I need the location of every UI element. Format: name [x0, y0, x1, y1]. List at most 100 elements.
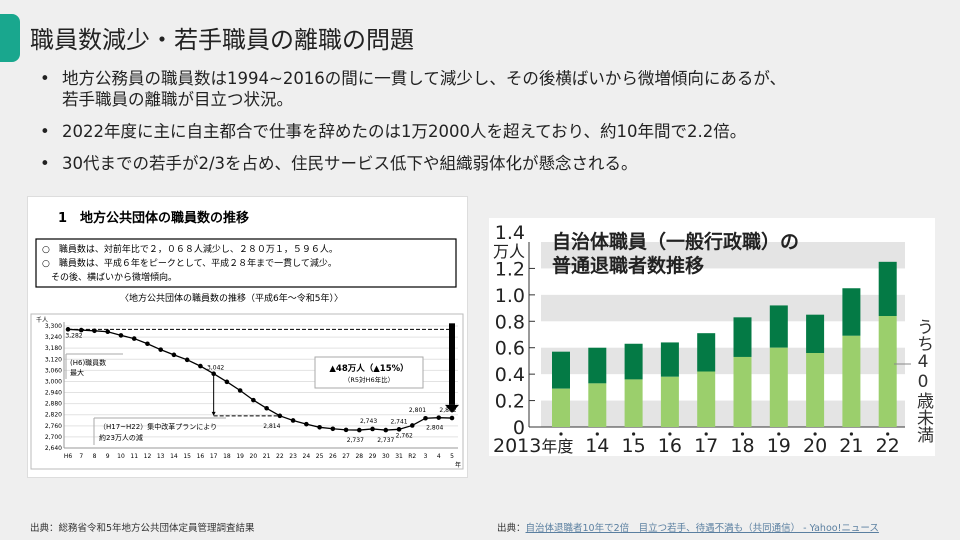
source-left: 出典：総務省令和5年地方公共団体定員管理調査結果: [30, 523, 255, 534]
x-tick-label: 4: [437, 453, 441, 460]
y-tick-label: 2,880: [45, 401, 62, 408]
data-point: [317, 424, 322, 430]
data-point: [198, 363, 203, 369]
x-tick-label: 10: [117, 453, 125, 460]
bar-under-40-segment: [624, 379, 643, 427]
data-point: [184, 357, 190, 363]
x-tick-label: 18: [223, 453, 231, 460]
y-tick-label: 3,180: [45, 345, 62, 352]
title-accent-bar: [0, 14, 20, 62]
x-tick-label: 2013年度: [493, 435, 573, 456]
x-tick-dot: [559, 432, 563, 436]
data-point: [131, 336, 137, 341]
chart-frame: [30, 313, 464, 470]
data-point: [118, 333, 124, 338]
x-tick-label: 24: [303, 453, 311, 460]
x-tick-dot: [849, 432, 853, 436]
reform-annotation-line: （H17~H22）集中改革プランにより: [99, 422, 217, 431]
bar-total-segment: [697, 333, 716, 372]
bullet-text: 地方公務員の職員数は1994~2016の間に一貫して減少し、その後横ばいから微増…: [62, 69, 786, 88]
x-tick-label: 26: [329, 453, 337, 460]
source-right: 出典：自治体退職者10年で2倍 目立つ若手、待遇不満も（共同通信） - Yaho…: [497, 520, 879, 534]
total-decrease-text: ▲48万人（▲15%）: [329, 363, 408, 374]
x-tick-label: 19: [236, 453, 244, 460]
x-tick-label: 3: [424, 453, 428, 460]
y-tick-label: 1.0: [495, 285, 525, 307]
source-link[interactable]: 自治体退職者10年で2倍 目立つ若手、待遇不満も（共同通信） - Yahoo!ニ…: [525, 523, 879, 534]
x-tick-label: 20: [803, 435, 827, 456]
chart-caption: 〈地方公共団体の職員数の推移（平成6年～令和5年）〉: [120, 292, 343, 304]
x-tick-label: 27: [342, 453, 350, 460]
peak-annotation-line: (H6)職員数: [70, 358, 106, 367]
total-decrease-annotation: ▲48万人（▲15%） （R5対H6年比）: [314, 356, 424, 389]
data-point: [237, 388, 243, 393]
y-tick-label: 2,640: [45, 445, 62, 452]
x-tick-label: H6: [64, 453, 73, 460]
bar-total-segment: [552, 351, 570, 389]
x-tick-label: 5: [450, 453, 454, 460]
summary-line: ○ 職員数は、対前年比で２，０６８人減少し、２８０万１，５９６人。: [42, 243, 338, 255]
bullet-item: 2022年度に主に自主都合で仕事を辞めたのは1万2000人を超えており、約10年…: [38, 121, 786, 142]
bullet-item: 地方公務員の職員数は1994~2016の間に一貫して減少し、その後横ばいから微増…: [38, 68, 786, 89]
x-tick-label: 21: [263, 453, 271, 460]
y-unit: 万人: [493, 242, 525, 261]
reform-annotation: （H17~H22）集中改革プランにより 約23万人の減: [93, 417, 226, 445]
bullet-text: 若手職員の離職が目立つ状況。: [62, 90, 293, 109]
y-tick-label: 3,300: [45, 323, 62, 330]
data-point: [290, 418, 296, 423]
x-tick-label: 17: [694, 435, 718, 456]
y-top-tick: 1.4: [495, 222, 525, 244]
x-tick-label: 31: [395, 453, 403, 460]
x-tick-dot: [595, 432, 599, 436]
summary-line: その後、横ばいから微増傾向。: [42, 271, 177, 283]
x-tick-label: 7: [79, 453, 83, 460]
y-unit: 千人: [36, 316, 48, 324]
x-tick-label: 15: [622, 435, 646, 456]
bar-total-segment: [588, 347, 607, 384]
x-tick-label: 14: [585, 435, 609, 456]
x-tick-label: 19: [767, 435, 791, 456]
data-label: 2,762: [396, 432, 413, 439]
bar-under-40-segment: [552, 388, 570, 427]
x-tick-dot: [704, 432, 708, 436]
y-tick-label: 0.4: [495, 364, 525, 386]
bar-under-40-segment: [806, 353, 825, 427]
data-point: [330, 426, 336, 432]
grid-band: [541, 242, 905, 269]
bar-total-segment: [878, 261, 897, 316]
data-label: 2,804: [426, 425, 443, 432]
x-tick-label: 12: [144, 453, 152, 460]
slide-title: 職員数減少・若手職員の離職の問題: [30, 26, 414, 54]
data-point: [304, 421, 309, 427]
retirement-figure: 0 0.2 0.4 0.6 0.8 1.0 1.2 2013年度 14 15 16 17 18 19 20 2…: [489, 218, 935, 457]
staff-count-figure: 1 地方公共団体の職員数の推移 ○ 職員数は、対前年比で２，０６８人減少し、２８…: [27, 196, 468, 478]
bullet-item: 30代までの若手が2/3を占め、住民サービス低下や組織弱体化が懸念される。: [38, 153, 786, 174]
x-tick-label: 8: [93, 453, 97, 460]
bar-under-40-segment: [733, 356, 752, 427]
retirement-chart: 0 0.2 0.4 0.6 0.8 1.0 1.2 2013年度 14 15 16 17 18 19 20 2…: [493, 222, 934, 457]
data-point: [251, 397, 256, 403]
data-label: 2,743: [360, 418, 377, 425]
x-tick-label: 16: [197, 453, 205, 460]
y-tick-label: 3,120: [45, 356, 62, 363]
x-tick-dot: [777, 432, 781, 436]
x-tick-dot: [813, 432, 817, 436]
staff-count-chart: 1 地方公共団体の職員数の推移 ○ 職員数は、対前年比で２，０６８人減少し、２８…: [30, 210, 464, 470]
y-tick-label: 3,000: [45, 378, 62, 385]
decrease-arrow-head: [445, 404, 459, 413]
y-tick-label: 2,700: [45, 434, 62, 441]
bar-total-segment: [733, 317, 752, 357]
x-tick-label: 13: [157, 453, 165, 460]
total-decrease-note: （R5対H6年比）: [344, 375, 394, 384]
figure-heading: 1 地方公共団体の職員数の推移: [58, 210, 249, 226]
x-tick-label: 17: [210, 453, 218, 460]
x-tick-label: 11: [130, 453, 138, 460]
data-point: [409, 423, 415, 428]
x-tick-label: 16: [658, 435, 682, 456]
data-label: 2,737: [347, 437, 364, 444]
series-label-under-40: うち40歳未満: [913, 318, 934, 444]
data-point: [264, 405, 269, 411]
x-tick-label: 21: [839, 435, 863, 456]
data-point: [357, 427, 362, 433]
bar-total-segment: [769, 305, 788, 348]
